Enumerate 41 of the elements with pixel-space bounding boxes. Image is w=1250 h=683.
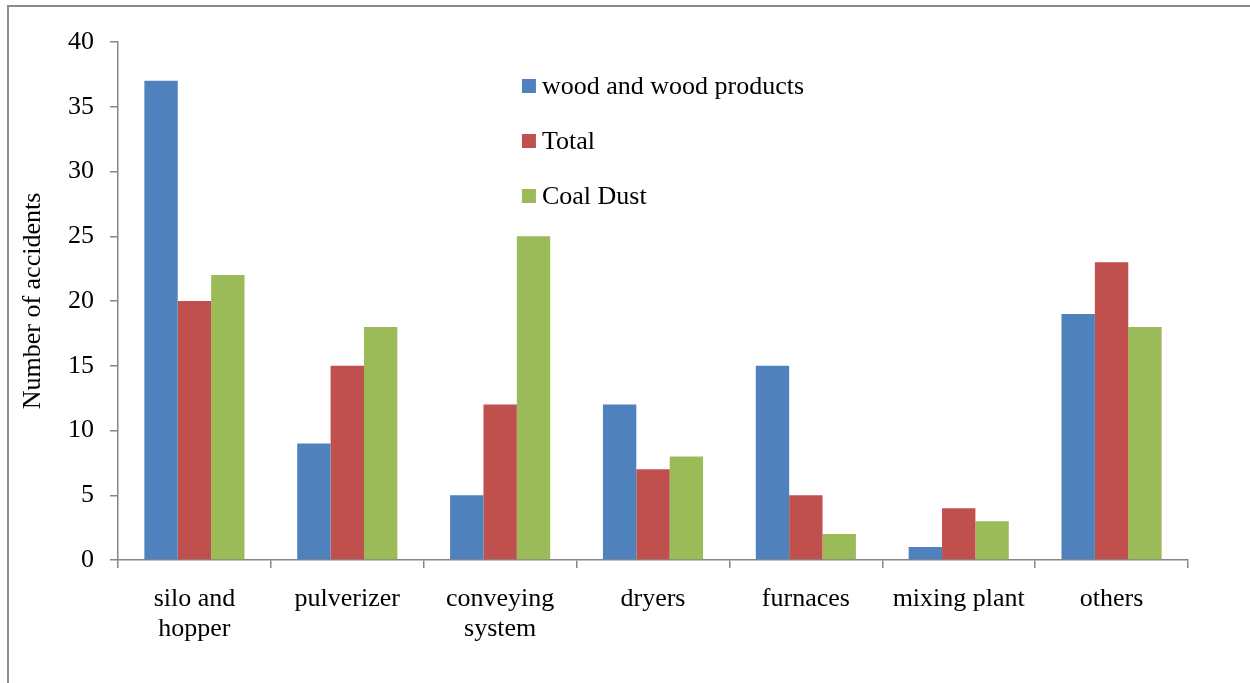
x-tick-label: dryers bbox=[620, 582, 686, 612]
x-tick-label: furnaces bbox=[761, 582, 850, 612]
bar bbox=[211, 275, 245, 560]
bar bbox=[942, 508, 976, 560]
y-tick-label: 35 bbox=[68, 90, 94, 120]
bar bbox=[1094, 262, 1129, 560]
bar bbox=[483, 404, 517, 560]
x-tick-label: silo and hopper bbox=[153, 582, 236, 642]
y-axis-title: Number of accidents bbox=[17, 192, 47, 410]
legend-label: Total bbox=[541, 125, 595, 155]
y-tick-label: 0 bbox=[81, 543, 94, 573]
bar bbox=[297, 443, 331, 560]
y-tick-label: 20 bbox=[68, 284, 94, 314]
bar bbox=[363, 326, 398, 560]
bar bbox=[1061, 313, 1095, 560]
y-tick-label: 15 bbox=[68, 349, 94, 379]
bar bbox=[450, 495, 484, 560]
bar bbox=[908, 547, 943, 560]
y-tick-label: 40 bbox=[68, 25, 94, 55]
bar bbox=[602, 404, 637, 560]
legend-label: Coal Dust bbox=[541, 180, 648, 210]
y-tick-label: 10 bbox=[68, 414, 94, 444]
y-tick-label: 5 bbox=[81, 479, 94, 509]
y-tick-label: 30 bbox=[68, 155, 94, 185]
legend-label: wood and wood products bbox=[541, 70, 805, 100]
bar bbox=[822, 534, 856, 560]
bar bbox=[144, 80, 178, 560]
bar bbox=[669, 456, 704, 560]
bar bbox=[516, 236, 551, 560]
bar bbox=[755, 365, 790, 560]
bar bbox=[975, 521, 1009, 560]
bar bbox=[636, 469, 670, 560]
bar bbox=[330, 365, 364, 560]
y-tick-label: 25 bbox=[68, 220, 94, 250]
x-tick-label: mixing plant bbox=[892, 582, 1026, 612]
bar bbox=[1128, 326, 1162, 560]
x-tick-label: conveying system bbox=[445, 582, 555, 642]
bar bbox=[177, 301, 212, 560]
x-tick-label: others bbox=[1079, 582, 1144, 612]
x-tick-label: pulverizer bbox=[294, 582, 401, 612]
bar bbox=[789, 495, 823, 560]
